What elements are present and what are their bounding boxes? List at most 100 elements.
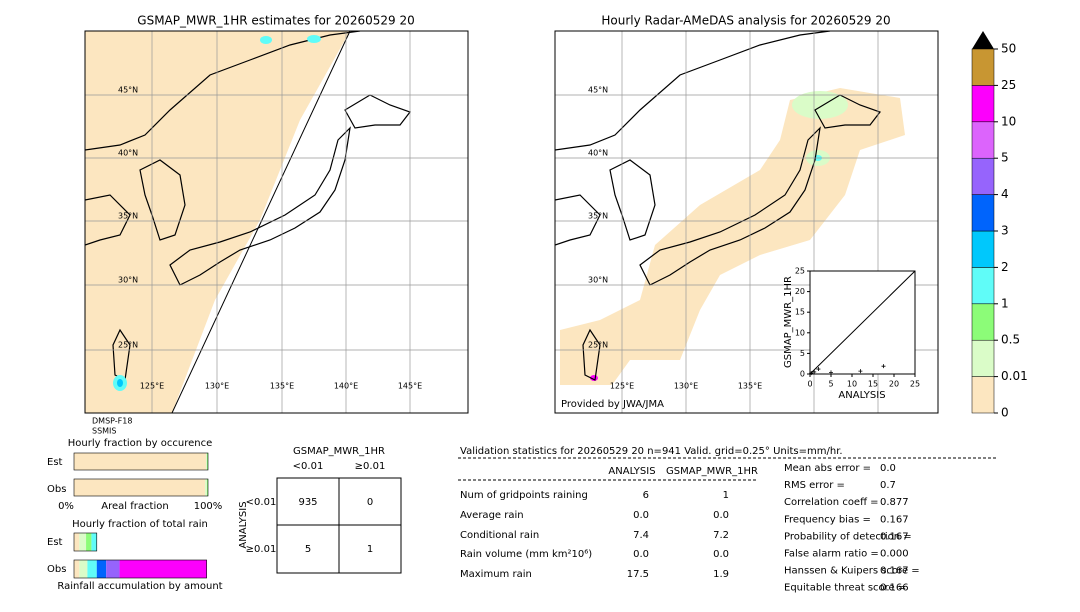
fraction-segment	[207, 453, 208, 470]
axis-label: ANALYSIS	[238, 501, 249, 548]
rain-cell	[260, 36, 272, 44]
colorbar-label: 3	[1001, 224, 1009, 238]
colorbar-segment	[971, 194, 995, 232]
row-label: Obs	[47, 484, 66, 495]
lat-label: 40°N	[588, 149, 608, 158]
stat-value: 0.0	[633, 510, 649, 521]
colorbar-label: 4	[1001, 187, 1009, 201]
stats-header: Validation statistics for 20260529 20 n=…	[460, 446, 843, 457]
colorbar-label: 1	[1001, 296, 1009, 310]
fraction-segment	[106, 560, 120, 578]
colorbar-segment	[971, 48, 995, 86]
lat-label: 30°N	[588, 276, 608, 285]
fraction-segment	[79, 533, 87, 551]
coverage-area	[85, 31, 350, 413]
map-title: GSMAP_MWR_1HR estimates for 20260529 20	[137, 14, 414, 28]
fraction-segment	[91, 533, 97, 551]
row-label: Est	[47, 537, 63, 548]
lat-label: 25°N	[118, 341, 138, 350]
score-label: False alarm ratio =	[784, 549, 879, 560]
score-value: 0.166	[880, 583, 909, 594]
score-value: 0.000	[880, 549, 909, 560]
x-tick-label: 10	[847, 380, 857, 389]
stat-value: 7.4	[633, 530, 649, 541]
colorbar-label: 25	[1001, 78, 1016, 92]
map-border	[84, 30, 469, 414]
diagonal	[809, 270, 916, 375]
fraction-segment	[119, 560, 207, 578]
table-cell: 5	[305, 544, 311, 555]
colorbar-label: 0.01	[1001, 369, 1028, 383]
y-tick-label: 20	[795, 287, 805, 296]
fraction-segment	[205, 479, 208, 496]
colorbar-label: 0.5	[1001, 333, 1020, 347]
score-value: 0.167	[880, 514, 909, 525]
x-tick-label: 25	[910, 380, 920, 389]
fraction-segment	[74, 533, 80, 551]
axis-label: 100%	[194, 501, 223, 512]
lat-label: 45°N	[118, 86, 138, 95]
stat-value: 0.0	[633, 549, 649, 560]
colorbar-segment	[971, 230, 995, 268]
lon-label: 130°E	[205, 382, 229, 391]
fraction-segment	[74, 453, 206, 470]
lon-label: 135°E	[738, 382, 762, 391]
lat-label: 30°N	[118, 276, 138, 285]
colorbar-label: 2	[1001, 260, 1009, 274]
score-label: Correlation coeff =	[784, 497, 879, 508]
lon-label: 130°E	[674, 382, 698, 391]
colorbar-extend	[972, 31, 994, 49]
stat-value: 1.9	[713, 569, 729, 580]
score-label: Equitable threat score =	[784, 583, 906, 594]
col-header: ANALYSIS	[608, 466, 655, 477]
score-value: 0.0	[880, 463, 896, 474]
col-label: <0.01	[293, 461, 324, 472]
y-tick-label: 0	[800, 370, 805, 379]
credit: Provided by JWA/JMA	[561, 399, 664, 410]
stat-label: Conditional rain	[460, 530, 539, 541]
col-label: ≥0.01	[355, 461, 386, 472]
colorbar-segment	[971, 85, 995, 123]
stat-value: 6	[643, 490, 649, 501]
rain-cell	[117, 379, 123, 387]
colorbar-label: 0	[1001, 406, 1009, 420]
x-tick-label: 20	[889, 380, 899, 389]
stat-label: Maximum rain	[460, 569, 532, 580]
axis-label: 0%	[58, 501, 74, 512]
fraction-segment	[79, 560, 88, 578]
lon-label: 125°E	[140, 382, 164, 391]
table-cell: 0	[367, 497, 373, 508]
right-map: 45°N 40°N 35°N 30°N 25°N 125°E 130°E 135°E Hour…	[554, 14, 939, 414]
score-label: RMS error =	[784, 480, 845, 491]
fraction-segment	[207, 479, 208, 496]
lon-label: 145°E	[398, 382, 422, 391]
caption: Rainfall accumulation by amount	[57, 581, 222, 592]
fraction-segment	[87, 560, 97, 578]
table-title: GSMAP_MWR_1HR	[293, 446, 385, 457]
row-label: ≥0.01	[246, 544, 277, 555]
map-title: Hourly Radar-AMeDAS analysis for 2026052…	[601, 14, 890, 28]
colorbar-label: 5	[1001, 151, 1009, 165]
stat-label: Num of gridpoints raining	[460, 490, 588, 501]
bar-frame	[73, 452, 209, 471]
score-label: Frequency bias =	[784, 514, 871, 525]
bar-frame	[73, 532, 98, 552]
lon-label: 135°E	[270, 382, 294, 391]
row-label: Obs	[47, 564, 66, 575]
map-border	[554, 30, 939, 414]
colorbar-segment	[971, 121, 995, 159]
score-value: 0.7	[880, 480, 896, 491]
stat-label: Rain volume (mm km²10⁶)	[460, 549, 592, 560]
point	[881, 364, 886, 369]
colorbar-segment	[971, 157, 995, 195]
lat-label: 40°N	[118, 149, 138, 158]
left-map: 45°N 40°N 35°N 30°N 25°N 125°E 130°E 135°E 140°E…	[84, 14, 469, 436]
fraction-segment	[96, 560, 107, 578]
fraction-segment	[86, 533, 92, 551]
lon-label: 125°E	[610, 382, 634, 391]
score-value: 0.167	[880, 566, 909, 577]
lat-label: 35°N	[588, 212, 608, 221]
stat-value: 17.5	[627, 569, 649, 580]
lat-label: 35°N	[118, 212, 138, 221]
panel-title: Hourly fraction by occurence	[68, 438, 212, 449]
